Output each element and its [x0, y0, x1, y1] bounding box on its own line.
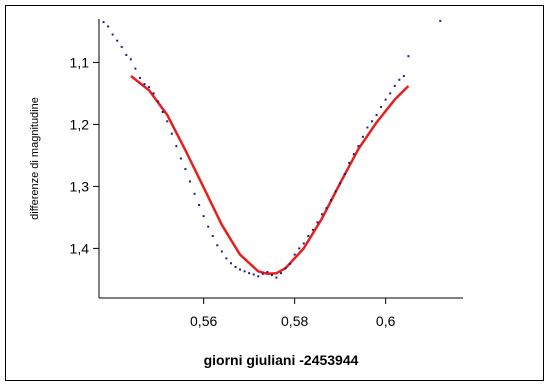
data-point [243, 270, 246, 273]
data-point [280, 272, 282, 275]
data-point [179, 157, 182, 160]
data-point [102, 21, 105, 24]
data-point [357, 145, 360, 148]
data-point [189, 180, 191, 183]
data-point [138, 76, 141, 79]
data-point [439, 19, 442, 22]
data-point [380, 106, 383, 109]
data-point [302, 242, 305, 245]
y-axis: 1,1 1,2 1,3 1,4 [70, 54, 99, 256]
data-point [239, 268, 242, 271]
data-point [184, 168, 187, 171]
data-point [175, 145, 178, 148]
data-point [229, 262, 232, 265]
data-point [284, 267, 287, 270]
data-point [384, 98, 387, 101]
data-point [325, 207, 328, 210]
data-point [143, 83, 146, 86]
data-point [207, 225, 210, 228]
data-point [311, 228, 314, 231]
y-tick-label: 1,4 [70, 240, 90, 256]
data-point [170, 132, 173, 135]
data-point [339, 182, 342, 185]
x-tick-label: 0,6 [376, 313, 396, 329]
data-point [352, 153, 355, 156]
data-point [193, 192, 196, 195]
fit-curve-layer [130, 75, 410, 276]
data-point [198, 204, 201, 206]
data-point [261, 272, 264, 275]
data-point [125, 53, 128, 56]
data-point [220, 250, 223, 253]
data-point [225, 257, 228, 260]
data-point [134, 67, 137, 70]
data-point [252, 273, 255, 276]
data-point [129, 58, 132, 61]
data-point [270, 274, 273, 277]
x-axis-title: giorni giuliani -2453944 [204, 352, 359, 368]
data-point [166, 120, 169, 123]
data-point [366, 126, 369, 129]
data-point [234, 266, 237, 268]
data-point [248, 272, 251, 275]
data-point [402, 75, 405, 78]
data-point [293, 253, 296, 256]
data-point [393, 84, 396, 87]
x-tick-label: 0,56 [190, 313, 217, 329]
data-point [275, 276, 278, 279]
data-point [298, 247, 301, 250]
data-point [407, 55, 410, 58]
y-tick-label: 1,2 [70, 116, 90, 132]
fit-curve [130, 75, 410, 276]
data-point [148, 86, 151, 89]
data-point [330, 199, 333, 202]
data-point [361, 135, 364, 138]
x-axis: 0,56 0,58 0,6 [190, 298, 396, 329]
data-point [161, 111, 164, 113]
data-point [398, 78, 401, 81]
data-point [116, 39, 119, 42]
data-point [202, 215, 205, 218]
data-point [307, 235, 310, 237]
data-point [348, 161, 351, 164]
data-point [371, 120, 373, 123]
data-point [343, 173, 346, 175]
y-axis-title: differenze di magnitudine [29, 97, 41, 220]
chart-frame: 0,56 0,58 0,6 1,1 1,2 1,3 1,4 giorni giuliani… [5, 5, 544, 381]
chart-svg: 0,56 0,58 0,6 1,1 1,2 1,3 1,4 giorni giuliani… [29, 19, 463, 368]
data-point [257, 275, 260, 278]
y-tick-label: 1,1 [70, 54, 90, 70]
x-tick-label: 0,58 [281, 313, 308, 329]
data-point [266, 270, 269, 273]
data-point [111, 33, 114, 36]
data-point [107, 25, 110, 28]
data-point [316, 221, 319, 224]
data-point [157, 100, 160, 103]
data-point [289, 262, 292, 265]
data-point [152, 92, 155, 95]
data-point [375, 114, 378, 117]
plot-area [98, 19, 463, 299]
data-point [320, 213, 323, 216]
data-point [334, 190, 337, 193]
data-point [389, 92, 392, 95]
data-points-layer [102, 19, 442, 279]
y-tick-label: 1,3 [70, 178, 90, 194]
data-point [120, 45, 123, 48]
data-point [211, 235, 214, 237]
data-point [216, 244, 219, 247]
